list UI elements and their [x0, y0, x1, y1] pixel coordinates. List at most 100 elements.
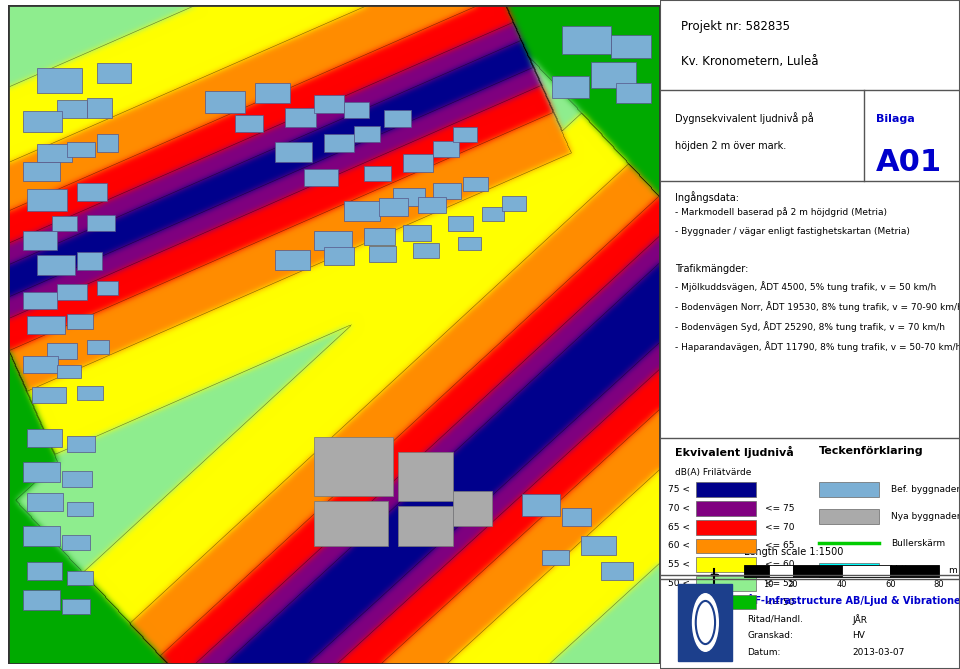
Text: - Byggnader / vägar enligt fastighetskartan (Metria): - Byggnader / vägar enligt fastighetskar…: [676, 227, 910, 236]
Bar: [22, 292, 58, 309]
Bar: [37, 68, 82, 93]
Bar: [679, 584, 732, 661]
Bar: [890, 565, 939, 577]
Bar: [522, 494, 560, 516]
Bar: [314, 438, 394, 496]
Bar: [403, 154, 433, 172]
Bar: [22, 462, 60, 482]
Circle shape: [692, 594, 718, 652]
Text: ÅF: ÅF: [699, 618, 711, 627]
Text: ÅF-Infrastructure AB/Ljud & Vibrationer: ÅF-Infrastructure AB/Ljud & Vibrationer: [747, 594, 960, 606]
Text: <= 55: <= 55: [765, 579, 795, 588]
Bar: [696, 501, 756, 516]
Bar: [696, 482, 756, 497]
Bar: [447, 216, 472, 231]
Text: <= 65: <= 65: [765, 541, 795, 551]
Bar: [62, 599, 90, 614]
Bar: [502, 196, 526, 211]
Text: Teckenförklaring: Teckenförklaring: [819, 446, 924, 456]
Text: Nya byggnader: Nya byggnader: [891, 512, 960, 521]
Bar: [235, 114, 263, 132]
Bar: [86, 340, 108, 354]
Bar: [324, 248, 354, 265]
Text: - Bodenvägen Syd, ÅDT 25290, 8% tung trafik, v = 70 km/h: - Bodenvägen Syd, ÅDT 25290, 8% tung tra…: [676, 321, 946, 332]
Text: Trafikmängder:: Trafikmängder:: [676, 264, 749, 274]
Bar: [37, 256, 75, 275]
Bar: [369, 246, 396, 262]
Bar: [819, 482, 879, 497]
Bar: [419, 197, 445, 213]
Text: - Haparandavägen, ÅDT 11790, 8% tung trafik, v = 50-70 km/h: - Haparandavägen, ÅDT 11790, 8% tung tra…: [676, 341, 960, 352]
Text: Bullerskärm: Bullerskärm: [891, 539, 946, 548]
Bar: [364, 166, 392, 181]
Text: 0: 0: [742, 579, 747, 589]
Bar: [28, 563, 62, 580]
Bar: [413, 244, 439, 258]
Text: Granskad:: Granskad:: [747, 631, 793, 640]
Bar: [562, 508, 591, 526]
Bar: [344, 201, 379, 221]
Text: Length scale 1:1500: Length scale 1:1500: [744, 547, 844, 557]
Bar: [458, 237, 482, 250]
Bar: [611, 35, 651, 58]
Bar: [52, 216, 77, 231]
Bar: [314, 231, 352, 250]
Bar: [22, 231, 58, 250]
Bar: [97, 64, 132, 83]
Bar: [541, 549, 569, 565]
Bar: [86, 215, 114, 231]
Text: 2013-03-07: 2013-03-07: [852, 648, 904, 656]
Bar: [275, 142, 312, 162]
Bar: [398, 506, 453, 545]
Bar: [344, 102, 369, 118]
Bar: [819, 563, 879, 577]
Text: Bef. byggnader: Bef. byggnader: [891, 485, 960, 494]
Bar: [354, 126, 379, 142]
Bar: [86, 98, 111, 118]
Bar: [33, 387, 66, 403]
Bar: [453, 127, 476, 142]
Bar: [47, 343, 77, 359]
Bar: [22, 110, 62, 132]
Bar: [582, 536, 616, 555]
Bar: [22, 162, 60, 181]
Bar: [696, 557, 756, 572]
Bar: [696, 520, 756, 535]
Bar: [433, 183, 461, 199]
Text: 50 <: 50 <: [668, 579, 690, 588]
Text: 20: 20: [788, 579, 799, 589]
Bar: [842, 565, 890, 577]
Text: JÅR: JÅR: [852, 614, 867, 625]
Text: 10: 10: [763, 579, 774, 589]
Bar: [552, 76, 589, 98]
Text: m: m: [948, 567, 957, 575]
Text: höjden 2 m över mark.: höjden 2 m över mark.: [676, 141, 786, 151]
Bar: [22, 590, 60, 609]
Bar: [744, 565, 769, 577]
Text: 60 <: 60 <: [668, 541, 690, 551]
Bar: [562, 26, 611, 54]
Text: 75 <: 75 <: [668, 485, 690, 494]
Text: HV: HV: [852, 631, 865, 640]
Text: 40: 40: [836, 579, 847, 589]
Text: Kv. Kronometern, Luleå: Kv. Kronometern, Luleå: [682, 56, 819, 68]
Bar: [28, 189, 67, 211]
Bar: [67, 142, 95, 157]
Bar: [67, 571, 93, 585]
Text: 80: 80: [934, 579, 945, 589]
Bar: [394, 189, 425, 206]
Bar: [378, 198, 408, 216]
Bar: [616, 83, 651, 103]
Bar: [398, 452, 453, 501]
Bar: [304, 169, 338, 187]
Text: Datum:: Datum:: [747, 648, 780, 656]
Text: dB(A) Frilätvärde: dB(A) Frilätvärde: [676, 468, 752, 476]
Bar: [275, 250, 310, 270]
Bar: [22, 356, 59, 373]
Bar: [284, 108, 316, 127]
Bar: [77, 252, 102, 270]
Bar: [58, 284, 86, 300]
Text: 65 <: 65 <: [668, 522, 690, 532]
Bar: [28, 429, 62, 447]
Text: 60: 60: [885, 579, 896, 589]
